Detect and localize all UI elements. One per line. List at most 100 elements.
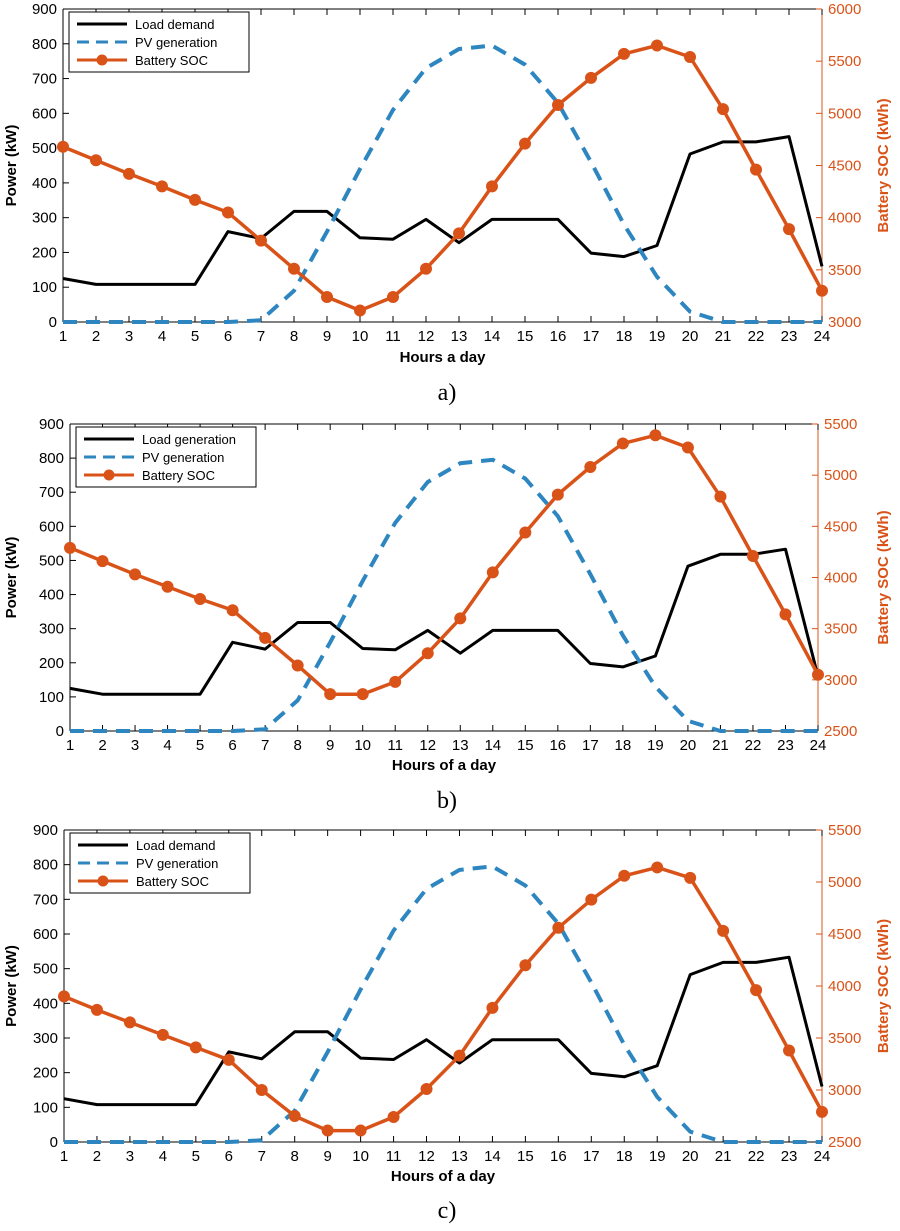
legend-label: PV generation	[136, 856, 218, 871]
legend-swatch-soc-marker	[103, 469, 115, 481]
y-tick-label: 800	[32, 36, 57, 53]
x-tick-label: 15	[517, 1148, 534, 1165]
figure-caption: a)	[438, 380, 457, 406]
x-tick-label: 10	[352, 328, 369, 345]
soc-point	[453, 227, 465, 240]
soc-point	[618, 47, 630, 60]
soc-point	[156, 180, 168, 193]
x-tick-label: 4	[163, 737, 171, 754]
x-tick-label: 20	[680, 737, 697, 754]
soc-point	[321, 290, 333, 303]
x-tick-label: 6	[224, 328, 232, 345]
soc-point	[57, 140, 69, 153]
soc-point	[552, 921, 565, 934]
x-tick-label: 9	[323, 328, 331, 345]
y-right-axis-label: Battery SOC (kWh)	[875, 510, 892, 644]
y-tick-label: 500	[39, 552, 64, 569]
soc-point	[651, 39, 663, 52]
y-tick-label: 800	[33, 857, 58, 874]
x-tick-label: 16	[549, 737, 566, 754]
x-tick-label: 14	[484, 328, 501, 345]
soc-point	[746, 550, 759, 563]
soc-point	[584, 460, 597, 473]
legend-label: Battery SOC	[136, 874, 209, 889]
x-tick-label: 10	[354, 737, 371, 754]
x-tick-label: 3	[131, 737, 139, 754]
x-tick-label: 4	[158, 328, 166, 345]
y-tick-label: 700	[32, 71, 57, 88]
x-tick-label: 13	[451, 328, 468, 345]
x-tick-label: 1	[60, 1148, 68, 1165]
legend-label: Battery SOC	[142, 468, 215, 483]
x-tick-label: 12	[418, 328, 435, 345]
soc-point	[618, 869, 631, 882]
y-tick-label: 600	[33, 926, 58, 943]
y-tick-label: 200	[32, 244, 57, 261]
y-tick-label: 400	[39, 587, 64, 604]
soc-point	[222, 1053, 235, 1066]
soc-point	[387, 1111, 400, 1124]
x-tick-label: 21	[712, 737, 729, 754]
x-tick-label: 9	[326, 737, 334, 754]
x-tick-label: 13	[452, 737, 469, 754]
y-right-tick-label: 5000	[828, 874, 861, 891]
x-tick-label: 21	[715, 1148, 732, 1165]
y-tick-label: 900	[33, 822, 58, 839]
legend-swatch-soc-marker	[97, 875, 109, 887]
soc-point	[420, 262, 432, 275]
soc-point	[649, 429, 662, 442]
x-tick-label: 23	[777, 737, 794, 754]
x-tick-label: 13	[451, 1148, 468, 1165]
y-tick-label: 100	[32, 279, 57, 296]
soc-point	[816, 1105, 828, 1118]
soc-point	[189, 1041, 202, 1054]
x-tick-label: 18	[616, 328, 633, 345]
x-tick-label: 16	[550, 328, 567, 345]
x-tick-label: 9	[323, 1148, 331, 1165]
y-tick-label: 400	[33, 995, 58, 1012]
x-tick-label: 14	[484, 737, 501, 754]
x-tick-label: 7	[261, 737, 269, 754]
y-tick-label: 0	[50, 1134, 58, 1151]
y-tick-label: 300	[33, 1030, 58, 1047]
x-tick-label: 2	[92, 328, 100, 345]
y-axis-label: Power (kW)	[3, 125, 20, 207]
soc-point	[585, 893, 598, 906]
soc-point	[161, 580, 174, 593]
y-right-tick-label: 5500	[828, 822, 861, 839]
x-tick-label: 20	[682, 1148, 699, 1165]
y-tick-label: 100	[33, 1099, 58, 1116]
soc-point	[750, 163, 762, 176]
x-tick-label: 11	[386, 1148, 402, 1165]
soc-point	[816, 284, 828, 297]
soc-point	[354, 304, 366, 317]
soc-point	[717, 924, 730, 937]
soc-point	[486, 1001, 499, 1014]
y-tick-label: 700	[39, 484, 64, 501]
y-tick-label: 900	[39, 416, 64, 433]
soc-point	[783, 1044, 796, 1057]
y-tick-label: 800	[39, 450, 64, 467]
x-tick-label: 24	[814, 1148, 831, 1165]
x-tick-label: 3	[125, 328, 133, 345]
soc-point	[651, 861, 664, 874]
y-right-axis-label: Battery SOC (kWh)	[875, 919, 892, 1053]
soc-point	[454, 612, 467, 625]
y-right-tick-label: 4000	[828, 978, 861, 995]
soc-point	[189, 193, 201, 206]
soc-point	[129, 568, 142, 581]
soc-point	[96, 555, 109, 568]
y-tick-label: 0	[56, 723, 64, 740]
x-tick-label: 8	[293, 737, 301, 754]
x-tick-label: 24	[810, 737, 827, 754]
y-right-tick-label: 3000	[824, 672, 857, 689]
x-tick-label: 5	[191, 328, 199, 345]
soc-point	[321, 1124, 334, 1137]
soc-point	[222, 206, 234, 219]
y-right-tick-label: 3500	[828, 262, 861, 279]
soc-point	[389, 675, 402, 688]
y-right-tick-label: 2500	[828, 1134, 861, 1151]
y-right-tick-label: 3000	[828, 314, 861, 331]
x-tick-label: 17	[582, 737, 599, 754]
y-tick-label: 300	[32, 210, 57, 227]
